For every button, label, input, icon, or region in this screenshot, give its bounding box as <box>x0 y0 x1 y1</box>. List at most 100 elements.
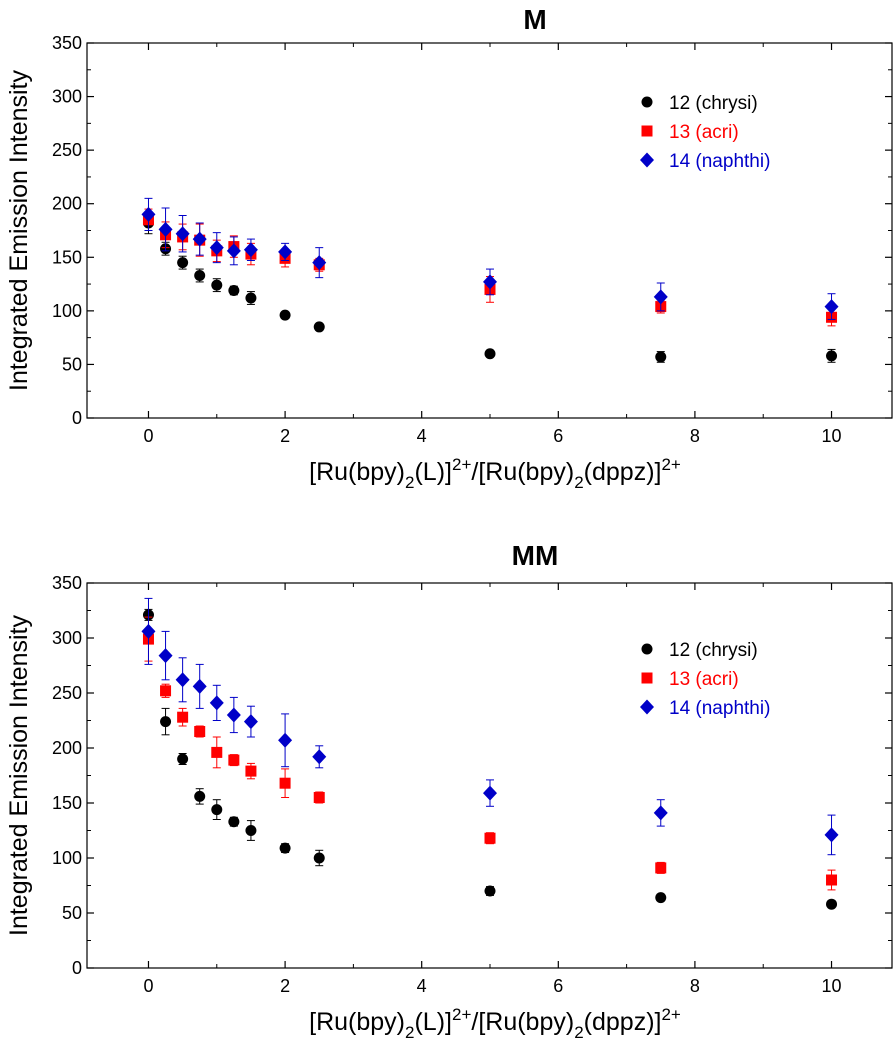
legend-label: 12 (chrysi) <box>669 640 758 661</box>
y-tick-label: 200 <box>52 738 82 758</box>
data-point-diamond <box>158 221 173 237</box>
data-point-diamond <box>209 240 224 256</box>
data-point-circle <box>279 309 291 321</box>
y-tick-label: 350 <box>52 573 82 593</box>
data-point-square <box>194 726 206 737</box>
data-point-circle <box>484 348 496 360</box>
chart-title: MM <box>512 540 559 571</box>
x-tick-label: 8 <box>690 976 700 996</box>
data-point-circle <box>313 321 325 333</box>
legend-marker-diamond <box>640 152 654 168</box>
chart-title: M <box>523 4 546 35</box>
legend-label: 13 (acri) <box>669 669 739 690</box>
data-point-diamond <box>175 672 190 688</box>
data-point-diamond <box>278 244 293 260</box>
y-tick-label: 300 <box>52 628 82 648</box>
y-tick-label: 0 <box>72 958 82 978</box>
series-circle <box>142 211 838 363</box>
data-point-diamond <box>226 707 241 723</box>
data-point-square <box>211 746 223 758</box>
data-point-diamond <box>243 242 258 258</box>
y-tick-label: 200 <box>52 194 82 214</box>
data-point-circle <box>826 898 838 910</box>
x-tick-label: 0 <box>143 976 153 996</box>
series-diamond <box>141 197 839 320</box>
legend-marker-diamond <box>640 699 654 715</box>
data-point-circle <box>655 892 667 904</box>
data-point-square <box>826 874 838 886</box>
data-point-diamond <box>192 231 207 247</box>
data-point-square <box>177 711 189 723</box>
data-point-square <box>313 792 325 803</box>
data-point-square <box>228 754 240 766</box>
data-point-diamond <box>226 243 241 259</box>
data-point-square <box>279 777 291 789</box>
data-point-circle <box>279 842 291 854</box>
data-point-circle <box>245 292 257 304</box>
data-point-circle <box>245 825 257 836</box>
y-tick-label: 250 <box>52 683 82 703</box>
data-point-circle <box>194 270 206 281</box>
data-point-square <box>245 765 257 777</box>
x-tick-label: 10 <box>822 976 842 996</box>
x-tick-label: 10 <box>822 426 842 446</box>
y-axis-label: Integrated Emission Intensity <box>5 615 33 936</box>
series-circle <box>142 608 838 910</box>
data-point-circle <box>177 257 189 269</box>
data-point-circle <box>194 790 206 802</box>
plot-frame <box>86 582 893 969</box>
y-tick-label: 350 <box>52 33 82 53</box>
x-tick-label: 2 <box>280 976 290 996</box>
data-point-circle <box>177 753 189 765</box>
data-point-square <box>160 685 172 697</box>
data-point-diamond <box>824 299 839 315</box>
chart-panel-m: M 0 50 100 150 200 250 300 350 0 2 4 6 8 10 [Ru(bpy)2(L… <box>5 4 893 492</box>
data-point-diamond <box>243 714 258 730</box>
data-point-circle <box>655 351 667 363</box>
x-tick-label: 2 <box>280 426 290 446</box>
data-point-diamond <box>278 732 293 748</box>
data-point-circle <box>313 852 325 864</box>
chart-mm: MM 0 50 100 150 200 250 300 350 0 2 4 6 8 10 [Ru(bpy)2(… <box>5 540 893 1042</box>
x-tick-label: 4 <box>417 976 427 996</box>
series-diamond <box>141 597 839 856</box>
y-tick-label: 150 <box>52 247 82 267</box>
y-tick-label: 250 <box>52 140 82 160</box>
legend-label: 12 (chrysi) <box>669 93 758 114</box>
legend-label: 14 (naphthi) <box>669 151 770 172</box>
data-point-diamond <box>483 274 497 290</box>
x-tick-label: 6 <box>553 976 563 996</box>
data-point-circle <box>211 279 223 291</box>
x-tick-label: 6 <box>553 426 563 446</box>
data-point-diamond <box>653 289 668 305</box>
legend-label: 13 (acri) <box>669 122 739 143</box>
y-tick-label: 0 <box>72 408 82 428</box>
data-point-diamond <box>312 255 327 271</box>
y-tick-label: 50 <box>62 903 82 923</box>
data-point-diamond <box>653 805 668 821</box>
data-point-circle <box>211 804 223 816</box>
y-tick-label: 300 <box>52 87 82 107</box>
data-point-circle <box>228 816 240 828</box>
series-square <box>142 208 838 327</box>
x-tick-label: 8 <box>690 426 700 446</box>
legend-marker-circle <box>641 643 653 655</box>
data-point-circle <box>228 285 240 296</box>
chart-m: M 0 50 100 150 200 250 300 350 0 2 4 6 8 10 [Ru(bpy)2(L… <box>5 4 893 492</box>
x-tick-label: 0 <box>143 426 153 446</box>
data-point-diamond <box>141 623 156 639</box>
data-point-diamond <box>175 226 190 242</box>
data-point-diamond <box>158 648 173 664</box>
data-point-diamond <box>209 695 224 711</box>
y-tick-label: 100 <box>52 301 82 321</box>
data-point-diamond <box>824 827 839 843</box>
data-point-square <box>655 862 667 874</box>
data-point-circle <box>484 885 496 897</box>
data-point-diamond <box>141 206 156 222</box>
data-point-diamond <box>483 785 497 801</box>
data-point-circle <box>160 716 172 728</box>
plot-frame <box>86 42 893 419</box>
data-point-diamond <box>192 678 207 694</box>
legend-marker-square <box>641 672 653 684</box>
x-axis-label: [Ru(bpy)2(L)]2+/[Ru(bpy)2(dppz)]2+ <box>309 455 681 492</box>
